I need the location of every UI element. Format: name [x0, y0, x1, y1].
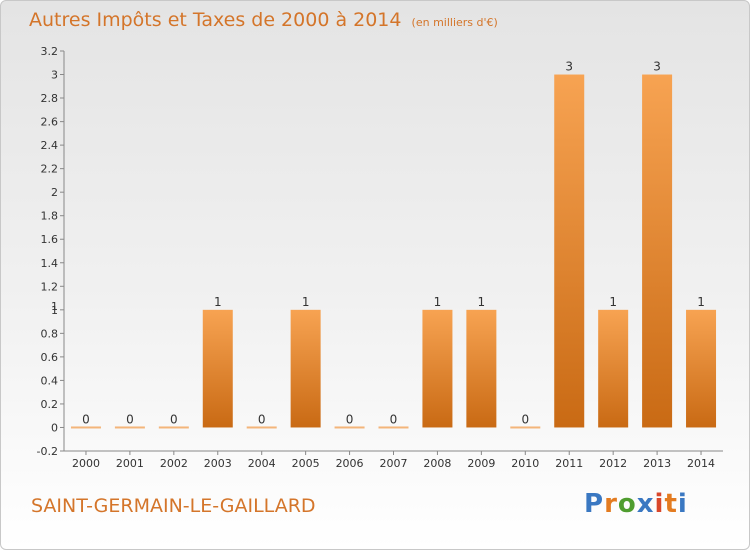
data-label: 0: [82, 412, 90, 426]
x-tick-label: 2010: [511, 457, 539, 470]
y-tick-label: 0.4: [41, 374, 59, 387]
y-tick-label: 0: [51, 421, 58, 434]
y-tick-label: 3.2: [41, 45, 59, 58]
logo-letter: i: [677, 489, 688, 519]
y-tick-label: 2.8: [41, 92, 59, 105]
chart-title-text: Autres Impôts et Taxes de 2000 à 2014: [29, 9, 402, 31]
logo-letter: r: [604, 489, 618, 519]
bar: [686, 309, 717, 428]
x-tick-label: 2011: [555, 457, 583, 470]
y-tick-label: 2: [51, 186, 58, 199]
y-tick-label: 1.2: [41, 280, 59, 293]
x-tick-label: 2005: [292, 457, 320, 470]
data-label: 1: [302, 295, 310, 309]
x-tick-label: 2002: [160, 457, 188, 470]
data-label: 3: [565, 60, 573, 74]
x-tick-label: 2013: [643, 457, 671, 470]
y-tick-label: 2.6: [41, 116, 59, 129]
x-tick-label: 2003: [204, 457, 232, 470]
y-tick-label: 2.2: [41, 163, 59, 176]
logo-letter: x: [636, 489, 655, 519]
logo-letter: t: [664, 489, 678, 519]
bar: [114, 426, 145, 429]
data-label: 1: [214, 295, 222, 309]
x-tick-label: 2006: [336, 457, 364, 470]
y-tick-label: 2.4: [41, 139, 59, 152]
x-tick-label: 2000: [72, 457, 100, 470]
y-tick-label: 0.2: [41, 398, 59, 411]
bar: [422, 309, 453, 428]
y-tick-label: 3: [51, 69, 58, 82]
data-label: 1: [697, 295, 705, 309]
y-tick-label: 1: [51, 304, 58, 317]
bar: [290, 309, 321, 428]
data-label: 0: [126, 412, 134, 426]
x-tick-label: 2009: [467, 457, 495, 470]
y-tick-label: 1.8: [41, 210, 59, 223]
data-label: 1: [478, 295, 486, 309]
bar: [598, 309, 629, 428]
y-tick-label: -0.2: [37, 445, 58, 458]
y-tick-label: 0.8: [41, 327, 59, 340]
data-label: 0: [390, 412, 398, 426]
data-label: 0: [170, 412, 178, 426]
bar: [158, 426, 189, 429]
bar: [202, 309, 233, 428]
bar: [554, 74, 585, 428]
data-label: 3: [653, 60, 661, 74]
data-label: 1: [434, 295, 442, 309]
x-tick-label: 2014: [687, 457, 715, 470]
chart-unit-label: (en milliers d'€): [411, 16, 498, 29]
y-tick-label: 1.6: [41, 233, 59, 246]
chart-title: Autres Impôts et Taxes de 2000 à 2014 (e…: [29, 9, 498, 31]
data-label: 0: [346, 412, 354, 426]
bar: [378, 426, 409, 429]
bar: [466, 309, 497, 428]
bar: [70, 426, 101, 429]
logo-letter: i: [654, 489, 665, 519]
y-tick-label: 0.6: [41, 351, 59, 364]
bar: [246, 426, 277, 429]
x-tick-label: 2004: [248, 457, 276, 470]
x-tick-label: 2007: [380, 457, 408, 470]
y-tick-label: 1.4: [41, 257, 59, 270]
x-tick-label: 2008: [423, 457, 451, 470]
logo-letter: P: [584, 489, 605, 519]
data-label: 0: [258, 412, 266, 426]
bar: [334, 426, 365, 429]
bar: [642, 74, 673, 428]
proxiti-logo: Proxiti: [584, 489, 688, 519]
logo-letter: o: [617, 489, 637, 519]
x-tick-label: 2001: [116, 457, 144, 470]
y-tick-label: 1: [51, 300, 58, 313]
data-label: 1: [609, 295, 617, 309]
bar: [510, 426, 541, 429]
data-label: 0: [521, 412, 529, 426]
commune-name: SAINT-GERMAIN-LE-GAILLARD: [31, 495, 316, 517]
x-tick-label: 2012: [599, 457, 627, 470]
plot-area: 3.2 3 2.8 2.6 2.4 2.2 2 1.8 1.6 1.4 1.2 1 0.8 0.6 0.4 0…: [37, 45, 723, 470]
